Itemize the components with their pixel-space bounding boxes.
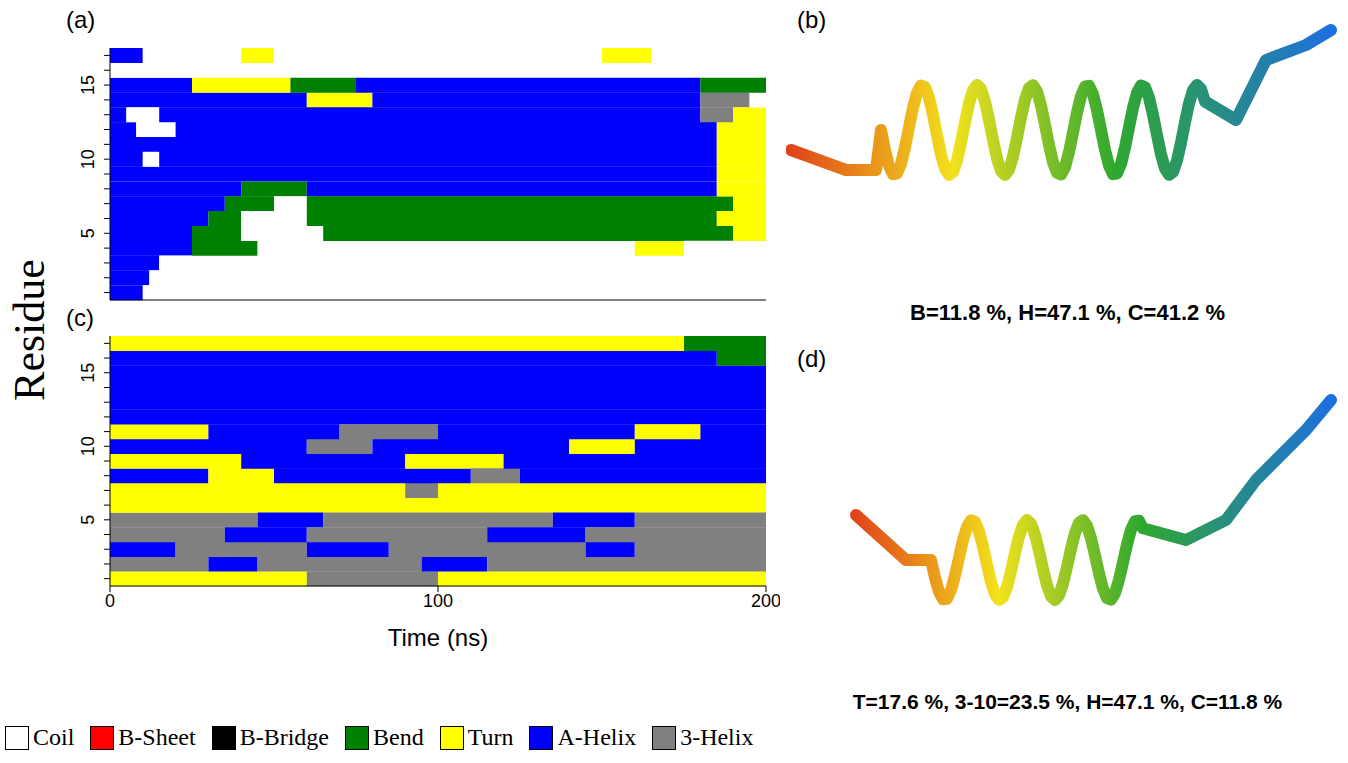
html-text:Turn: Turn [467, 724, 514, 750]
svg-text:Residue: Residue [5, 259, 54, 401]
svg-text:0: 0 [105, 591, 115, 611]
html-text:Coil: Coil [33, 724, 75, 750]
html-text:(a): (a) [66, 6, 96, 33]
html-text:(c): (c) [66, 304, 94, 331]
svg-text:100: 100 [423, 591, 453, 611]
svg-text:10: 10 [78, 149, 98, 169]
svg-text:10: 10 [78, 436, 98, 456]
html-text:(b): (b) [797, 6, 827, 33]
html-text:(d): (d) [797, 345, 827, 372]
svg-text:5: 5 [78, 515, 98, 525]
svg-text:15: 15 [78, 75, 98, 95]
html-text:3-Helix: 3-Helix [680, 724, 754, 750]
svg-text:5: 5 [78, 228, 98, 238]
svg-text:15: 15 [78, 363, 98, 383]
html-text:B-Bridge: B-Bridge [239, 724, 329, 750]
html-text:B=11.8 %, H=47.1 %, C=41.2 %: B=11.8 %, H=47.1 %, C=41.2 % [910, 300, 1225, 325]
html-text:T=17.6 %, 3-10=23.5 %, H=47.1: T=17.6 %, 3-10=23.5 %, H=47.1 %, C=11.8 … [852, 690, 1283, 713]
html-text:A-Helix: A-Helix [557, 724, 637, 750]
svg-text:200: 200 [751, 591, 780, 611]
html-text:Time (ns): Time (ns) [387, 624, 489, 651]
html-text:B-Sheet: B-Sheet [118, 724, 196, 750]
html-text:Bend: Bend [373, 724, 424, 750]
